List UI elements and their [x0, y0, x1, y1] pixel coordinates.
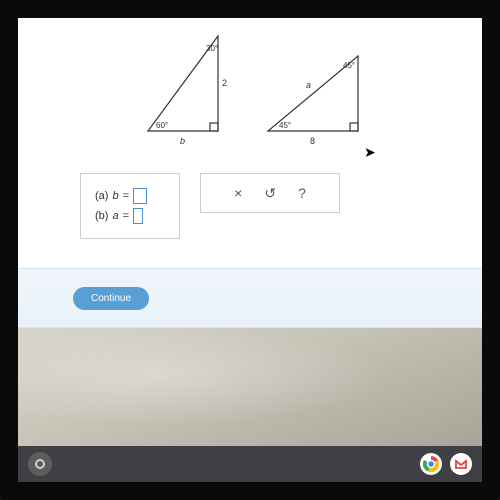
t1-angle-bl: 60° [156, 121, 168, 130]
launcher-icon[interactable] [28, 452, 52, 476]
answer-a-var: b [112, 190, 118, 202]
continue-bar: Continue [18, 268, 482, 328]
undo-icon[interactable]: ↺ [264, 185, 276, 202]
taskbar [18, 446, 482, 482]
t2-angle-bl: 45° [279, 121, 291, 130]
t2-side-hyp: a [306, 80, 311, 90]
answer-b-input[interactable] [133, 208, 143, 224]
tool-panel: × ↺ ? [200, 173, 340, 213]
help-icon[interactable]: ? [298, 185, 306, 201]
answer-a-eq: = [123, 190, 129, 202]
triangles-diagram: 30° 60° 2 b 45° 45° a 8 [128, 26, 388, 151]
close-icon[interactable]: × [234, 185, 242, 201]
t1-side-base: b [180, 136, 185, 146]
answer-panel: (a) b = (b) a = [80, 173, 180, 239]
answer-a-label: (a) [95, 190, 108, 202]
desktop-wallpaper [18, 328, 482, 446]
gmail-icon[interactable] [450, 453, 472, 475]
answer-a-input[interactable] [133, 188, 147, 204]
t1-angle-top: 30° [206, 44, 218, 53]
continue-button[interactable]: Continue [73, 287, 149, 310]
t2-angle-tr: 45° [343, 61, 355, 70]
answer-b-var: a [112, 210, 118, 222]
answer-b-eq: = [123, 210, 129, 222]
chrome-icon[interactable] [420, 453, 442, 475]
t2-side-base: 8 [310, 136, 315, 146]
t1-side-hyp: 2 [222, 78, 227, 88]
answer-b-label: (b) [95, 210, 108, 222]
